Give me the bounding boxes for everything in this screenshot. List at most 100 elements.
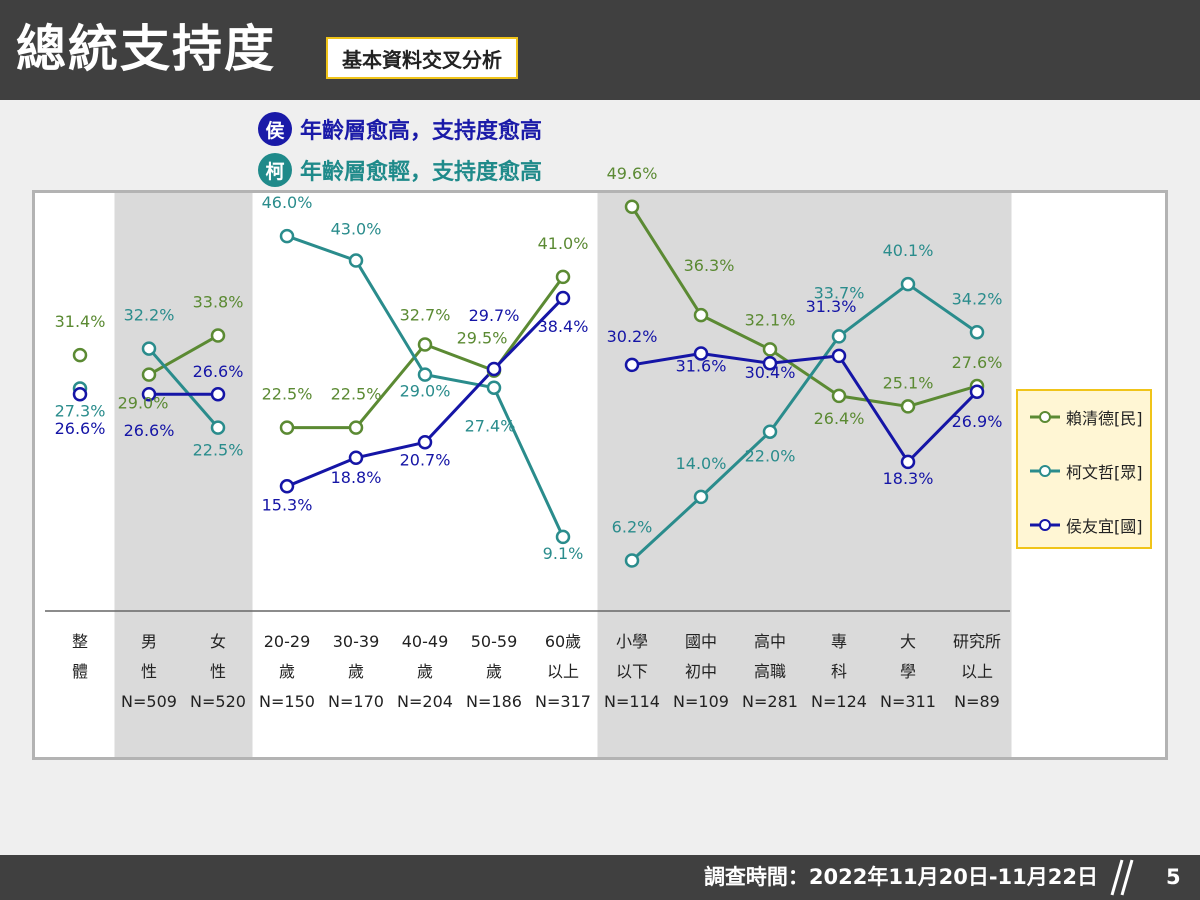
- x-tick-label-8-1: 以下: [616, 662, 648, 681]
- x-tick-label-9-1: 初中: [685, 662, 717, 681]
- point-ko-9: [693, 489, 709, 505]
- data-label-hou-8: 30.2%: [607, 327, 658, 346]
- data-label-lai-13: 27.6%: [952, 353, 1003, 372]
- x-tick-label-4-1: 歲: [348, 662, 364, 681]
- header-bar: 總統支持度 基本資料交叉分析: [0, 0, 1200, 100]
- series-line-ko-group-1: [147, 347, 220, 429]
- note-text-hou: 年齡層愈高，支持度愈高: [300, 119, 543, 144]
- point-ko-8: [624, 553, 640, 568]
- data-label-hou-6: 29.7%: [469, 306, 520, 325]
- legend-marker-ko: [1030, 464, 1060, 477]
- x-tick-label-3-2: N=150: [259, 692, 315, 711]
- data-label-ko-0: 27.3%: [55, 402, 106, 421]
- point-lai-8: [624, 199, 640, 215]
- point-lai-7: [555, 269, 571, 285]
- point-ko-1: [141, 341, 157, 356]
- data-label-ko-11: 33.7%: [814, 283, 865, 302]
- point-ko-6: [486, 380, 502, 395]
- x-tick-label-2-2: N=520: [190, 692, 246, 711]
- x-tick-label-10-0: 高中: [754, 632, 786, 651]
- footer-bar: 調查時間：2022年11月20日-11月22日 5: [0, 855, 1200, 900]
- data-label-lai-12: 25.1%: [883, 373, 934, 392]
- x-tick-label-4-0: 30-39: [333, 632, 380, 651]
- data-label-lai-1: 29.0%: [118, 394, 169, 413]
- point-lai-11: [831, 388, 847, 404]
- page-number: 5: [1166, 865, 1181, 889]
- note-hou: 侯 年齡層愈高，支持度愈高: [258, 111, 542, 147]
- point-lai-1: [141, 367, 157, 382]
- x-tick-label-0-1: 體: [72, 662, 88, 681]
- point-ko-5: [417, 367, 433, 382]
- x-tick-label-11-1: 科: [831, 662, 847, 681]
- data-label-lai-11: 26.4%: [814, 409, 865, 428]
- point-hou-4: [348, 450, 364, 466]
- x-tick-label-9-2: N=109: [673, 692, 729, 711]
- legend-item-ko: 柯文哲[眾]: [1028, 457, 1150, 484]
- data-label-ko-9: 14.0%: [676, 454, 727, 473]
- note-badge-ko: 柯: [258, 153, 292, 187]
- data-label-hou-11: 31.3%: [806, 297, 857, 316]
- data-label-ko-8: 6.2%: [612, 517, 653, 536]
- x-tick-label-10-2: N=281: [742, 692, 798, 711]
- x-tick-label-6-1: 歲: [486, 662, 502, 681]
- data-label-ko-10: 22.0%: [745, 447, 796, 466]
- x-tick-label-11-0: 專: [831, 632, 847, 651]
- data-label-hou-4: 18.8%: [331, 468, 382, 487]
- point-hou-0: [72, 386, 88, 402]
- data-label-ko-4: 43.0%: [331, 220, 382, 239]
- legend-item-lai: 賴清德[民]: [1028, 403, 1150, 430]
- data-label-hou-2: 26.6%: [193, 362, 244, 381]
- point-hou-3: [279, 479, 295, 494]
- x-tick-label-1-0: 男: [141, 632, 157, 651]
- data-label-hou-3: 15.3%: [262, 495, 313, 514]
- point-ko-7: [555, 529, 571, 545]
- x-tick-label-13-0: 研究所: [953, 632, 1001, 651]
- legend-label-hou: 侯友宜[國]: [1066, 516, 1143, 536]
- point-hou-5: [417, 435, 433, 450]
- data-label-ko-1: 32.2%: [124, 306, 175, 325]
- point-hou-1: [141, 386, 157, 402]
- point-lai-9: [693, 307, 709, 323]
- x-tick-label-5-1: 歲: [417, 662, 433, 681]
- point-ko-3: [279, 228, 295, 244]
- data-label-ko-6: 27.4%: [465, 417, 516, 436]
- data-label-hou-13: 26.9%: [952, 412, 1003, 431]
- x-tick-label-0-0: 整: [72, 632, 88, 651]
- point-ko-13: [969, 325, 985, 340]
- point-hou-12: [900, 454, 916, 470]
- x-tick-label-8-0: 小學: [616, 632, 648, 651]
- group-band-3: [597, 193, 1012, 757]
- data-label-lai-9: 36.3%: [684, 256, 735, 275]
- point-hou-6: [486, 361, 502, 377]
- x-tick-label-12-1: 學: [900, 662, 916, 681]
- subtitle-box: 基本資料交叉分析: [326, 37, 518, 79]
- x-tick-label-1-1: 性: [141, 662, 157, 681]
- data-label-ko-2: 22.5%: [193, 441, 244, 460]
- point-lai-12: [900, 399, 916, 414]
- point-hou-7: [555, 290, 571, 306]
- point-hou-10: [762, 355, 778, 371]
- data-label-lai-4: 22.5%: [331, 385, 382, 404]
- x-tick-label-2-0: 女: [210, 632, 226, 651]
- point-lai-3: [279, 420, 295, 435]
- group-band-1: [114, 193, 253, 757]
- data-label-lai-7: 41.0%: [538, 234, 589, 253]
- x-tick-label-11-2: N=124: [811, 692, 867, 711]
- point-hou-13: [969, 384, 985, 400]
- point-ko-11: [831, 329, 847, 344]
- x-tick-label-7-1: 以上: [547, 662, 579, 681]
- point-ko-2: [210, 420, 226, 435]
- x-tick-label-3-1: 歲: [279, 662, 295, 681]
- point-lai-4: [348, 420, 364, 435]
- x-tick-label-7-0: 60歲: [545, 632, 581, 651]
- x-tick-label-3-0: 20-29: [264, 632, 311, 651]
- x-tick-label-8-2: N=114: [604, 692, 660, 711]
- x-tick-label-9-0: 國中: [685, 632, 717, 651]
- x-tick-label-5-0: 40-49: [402, 632, 449, 651]
- legend-marker-hou: [1030, 518, 1060, 531]
- x-tick-label-7-2: N=317: [535, 692, 591, 711]
- point-ko-10: [762, 424, 778, 439]
- legend-item-hou: 侯友宜[國]: [1028, 511, 1150, 538]
- point-ko-12: [900, 276, 916, 292]
